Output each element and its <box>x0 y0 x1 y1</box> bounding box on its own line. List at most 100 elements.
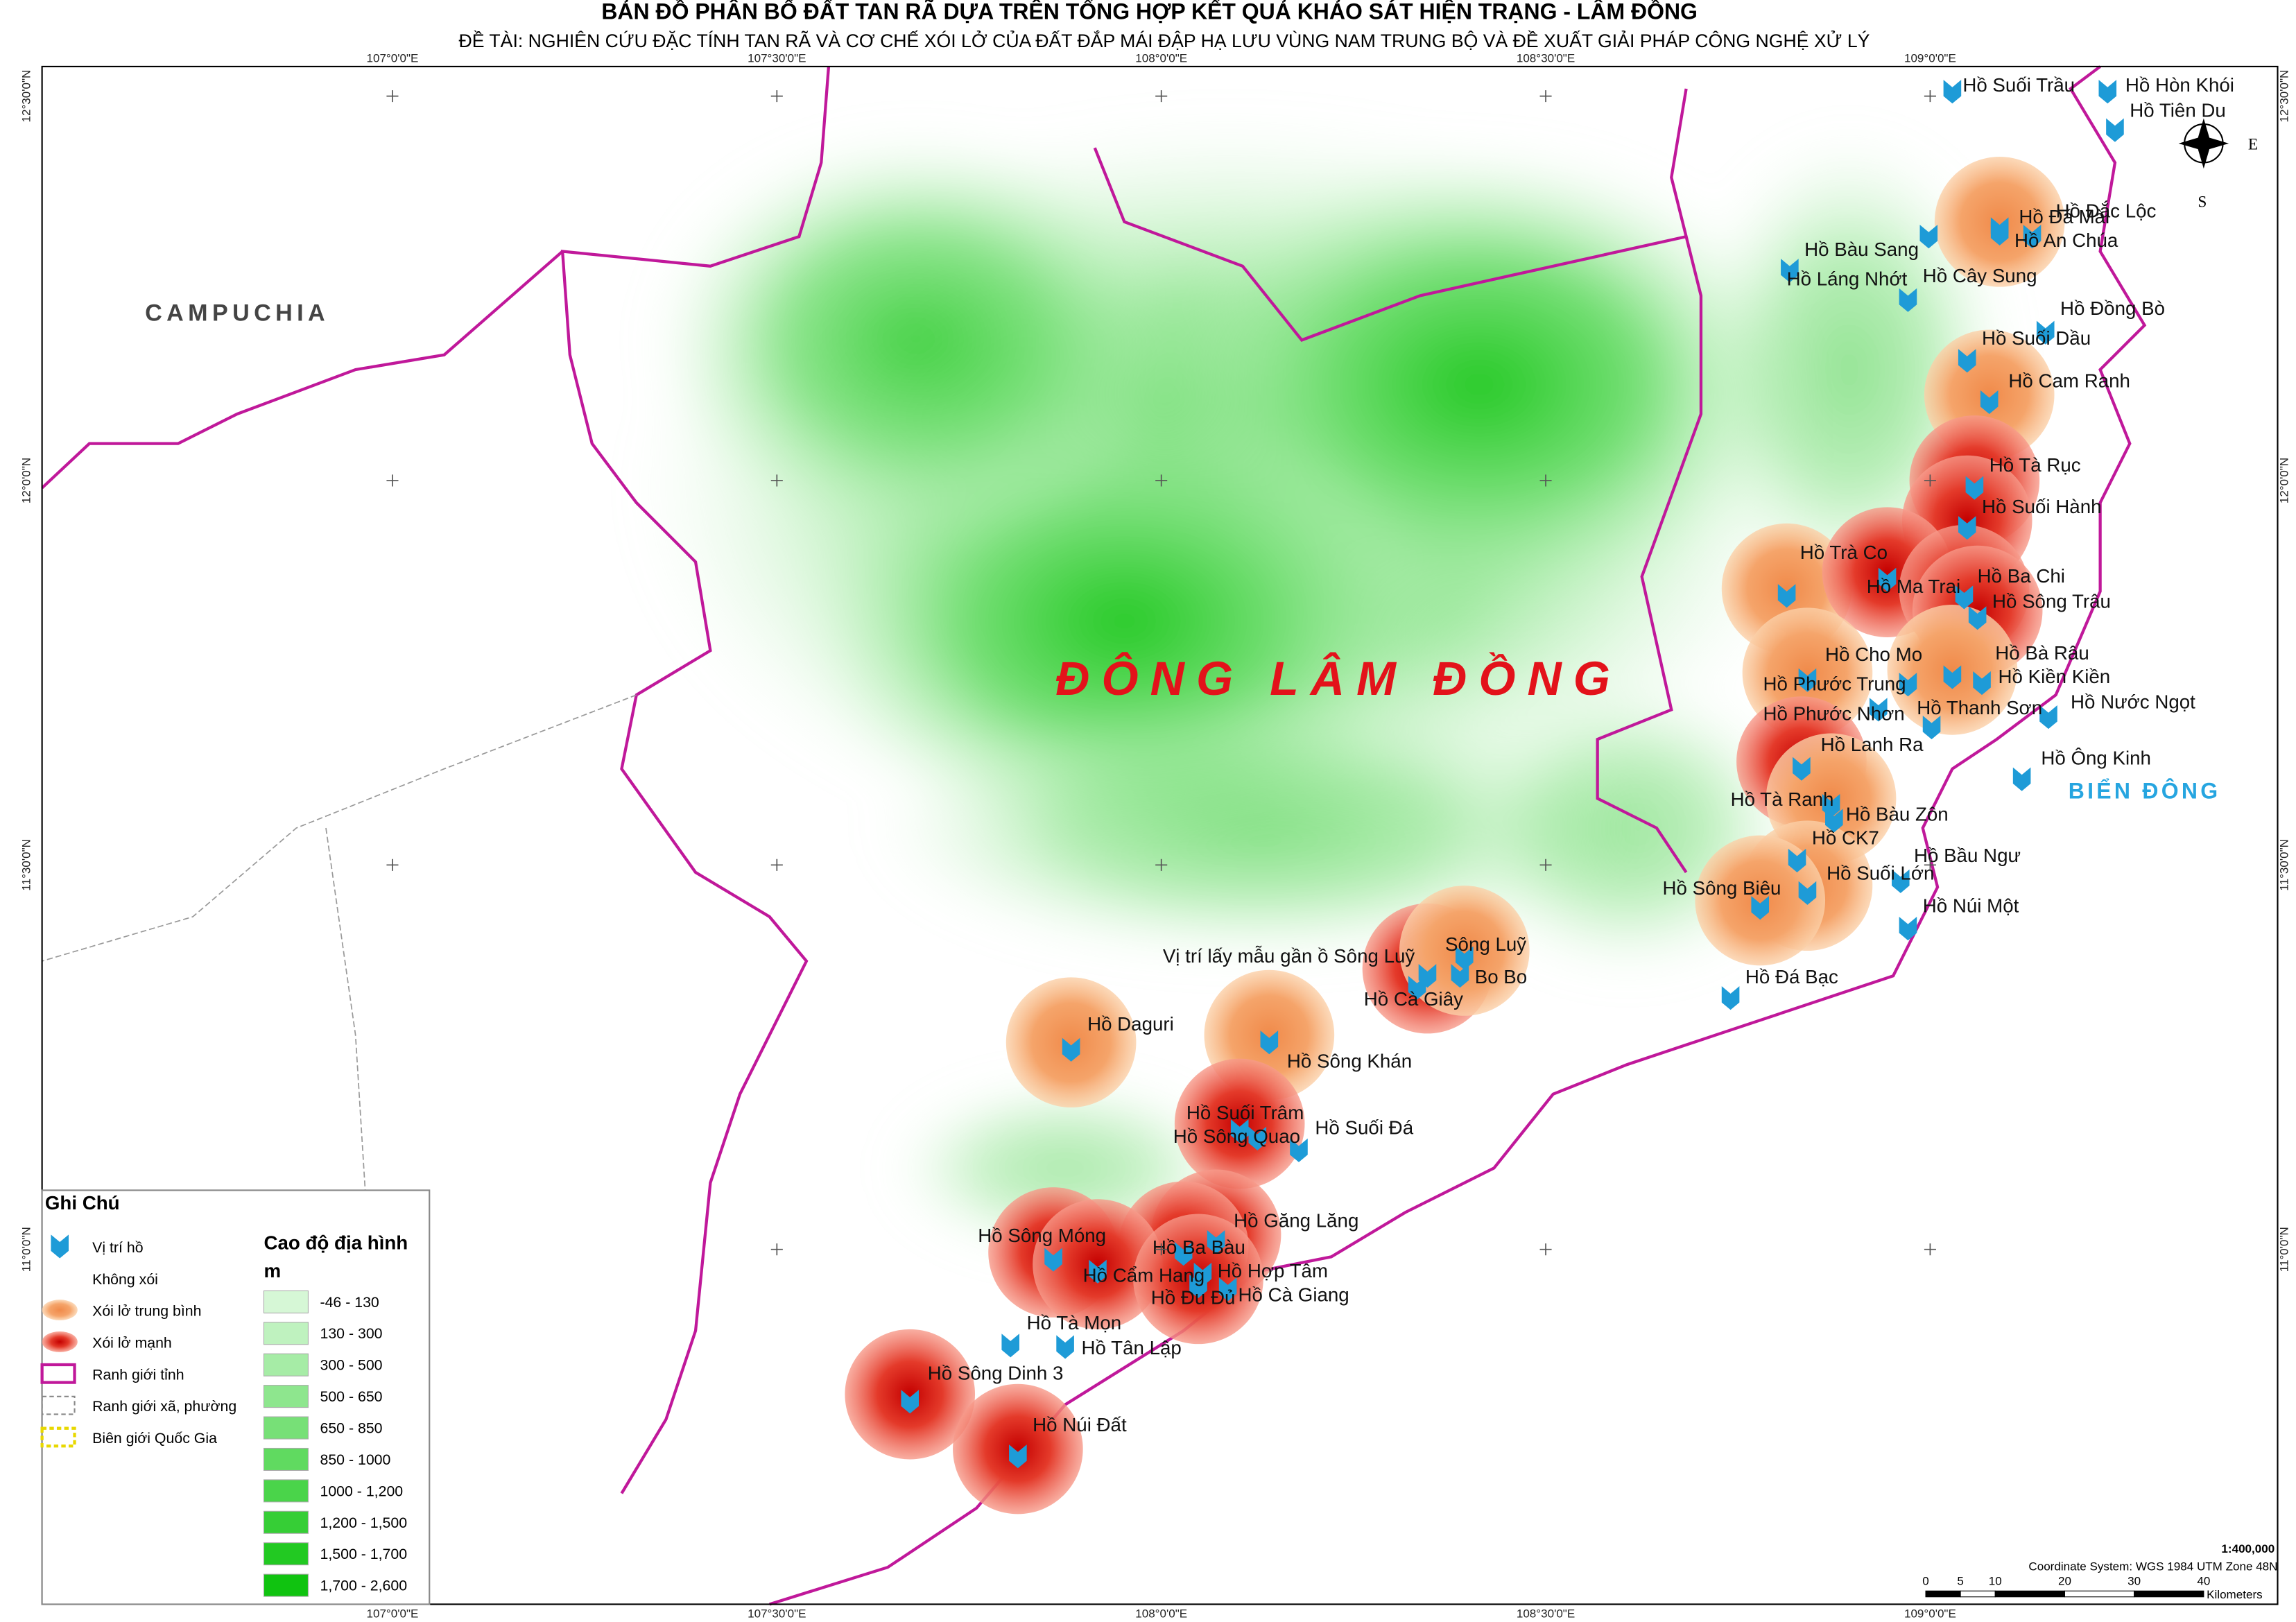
graticule-cross <box>770 859 783 871</box>
lake-icon <box>1968 606 1987 630</box>
lake-label: Hồ Cẩm Hang <box>1083 1265 1205 1286</box>
medium-erosion-zone <box>1934 157 2065 287</box>
graticule-cross <box>1539 474 1552 487</box>
lake-label: Hồ Suối Lớn <box>1827 863 1934 884</box>
lake-label: Hồ Bầu Ngư <box>1914 845 2021 866</box>
lake-label: Hồ Suối Dầu <box>1982 327 2091 349</box>
longitude-label: 108°0'0"E <box>1135 52 1187 65</box>
lake-icon <box>1408 976 1426 1000</box>
legend-box <box>41 1189 431 1605</box>
lake-icon <box>1056 1335 1074 1359</box>
lake-icon <box>2106 118 2124 142</box>
medium-erosion-zone <box>1005 977 1137 1108</box>
scale-unit: Kilometers <box>2207 1588 2263 1601</box>
legend-symbol <box>42 1331 78 1352</box>
lake-icon <box>1990 221 2009 245</box>
elevation-swatch <box>263 1290 309 1313</box>
lake-icon <box>1943 80 1962 104</box>
elevation-label: 850 - 1000 <box>320 1451 390 1468</box>
lake-icon <box>1230 1119 1249 1144</box>
graticule-cross <box>1924 90 1936 103</box>
elevation-swatch <box>263 1573 309 1597</box>
legend: Ghi Chú Cao độ địa hình m Vị trí hồ Không… <box>40 1189 431 1605</box>
graticule-cross <box>1155 859 1168 871</box>
scale-tick-label: 0 <box>1922 1575 1928 1588</box>
scale-segment <box>2064 1590 2135 1598</box>
province-boundary <box>1093 147 1687 342</box>
lake-icon <box>1958 349 1976 373</box>
lake-label: Hồ Ma Trai <box>1867 576 1960 597</box>
latitude-label: 11°30'0"N <box>2277 839 2290 891</box>
lake-label: Hồ Sông Móng <box>978 1225 1106 1246</box>
lake-icon <box>1189 1274 1207 1299</box>
elevation-label: 300 - 500 <box>320 1357 382 1374</box>
region-label: BIỂN ĐÔNG <box>2069 778 2221 803</box>
lake-label: Hồ CK7 <box>1812 827 1879 848</box>
longitude-label: 109°0'0"E <box>1904 1607 1956 1621</box>
lake-label: Hồ Ông Kinh <box>2041 747 2151 768</box>
lake-label: Hồ An Chúa <box>2014 230 2118 251</box>
longitude-label: 107°0'0"E <box>367 52 419 65</box>
latitude-label: 11°0'0"N <box>2277 1227 2290 1272</box>
longitude-label: 109°0'0"E <box>1904 52 1956 65</box>
lake-label: Vị trí lấy mẫu gần ồ Sông Luỹ <box>1163 945 1415 967</box>
lake-label: Hồ Núi Một <box>1923 895 2019 917</box>
lake-icon <box>2023 225 2042 249</box>
lake-label: Hồ Daguri <box>1087 1013 1174 1035</box>
lake-label: Hồ Sông Biêu <box>1662 877 1781 899</box>
lake-icon <box>1870 698 1888 722</box>
elevation-swatch <box>263 1510 309 1534</box>
lake-label: Hồ Láng Nhớt <box>1787 268 1908 290</box>
lake-label: Hồ Tà Rục <box>1989 454 2081 476</box>
lake-icon <box>1798 881 1817 905</box>
elevation-swatch <box>263 1542 309 1566</box>
graticule-cross <box>770 1243 783 1256</box>
lake-label: Hồ Suối Hành <box>1982 496 2101 517</box>
graticule-cross <box>1924 474 1936 487</box>
lake-icon <box>1891 869 1910 893</box>
lake-label: Hồ Đá Bạc <box>1745 966 1838 987</box>
scale-segment <box>1994 1590 2065 1598</box>
lake-icon <box>1980 390 1999 415</box>
lake-label: Sông Luỹ <box>1445 933 1526 955</box>
longitude-label: 108°30'0"E <box>1517 52 1575 65</box>
lake-label: Hồ Đá Mài <box>2019 206 2109 227</box>
latitude-label: 12°0'0"N <box>2277 458 2290 503</box>
lake-label: Hồ Suối Trâm <box>1186 1102 1304 1123</box>
lake-label: Hồ Cho Mo <box>1825 644 1922 665</box>
lake-icons <box>901 80 2124 1469</box>
longitude-label: 107°30'0"E <box>748 52 806 65</box>
lake-label: Hồ Bà Râu <box>1995 642 2089 664</box>
lake-label: Hồ Tà Ranh <box>1731 788 1834 810</box>
lake-label: Hồ Tân Lập <box>1082 1337 1182 1358</box>
lake-label: Hồ Suối Đá <box>1315 1116 1413 1138</box>
latitude-label: 12°30'0"N <box>20 70 33 123</box>
legend-label: Biên giới Quốc Gia <box>92 1430 217 1447</box>
lakes: Hồ Suối Trầu Hồ Hòn Khói Hồ Tiên Du Hồ Đá M… <box>845 74 2234 1515</box>
legend-label: Ranh giới xã, phường <box>92 1398 236 1415</box>
lake-icon <box>1899 673 1917 697</box>
graticule-cross <box>386 859 399 871</box>
lake-icon <box>1899 288 1917 312</box>
medium-erosion-zone <box>1887 605 2018 735</box>
lake-label: Hồ Tiên Du <box>2130 99 2226 121</box>
graticule-cross <box>1539 859 1552 871</box>
strong-erosion-zone <box>953 1383 1083 1515</box>
legend-elevation-title: Cao độ địa hình <box>264 1232 408 1254</box>
graticule-cross <box>1155 1243 1168 1256</box>
lake-label: Hồ Ba Chi <box>1978 565 2065 587</box>
legend-elevation-unit: m <box>264 1260 281 1282</box>
lake-label: Hồ Tà Mọn <box>1027 1312 1122 1334</box>
lake-label: Hồ Núi Đất <box>1033 1414 1127 1435</box>
longitude-label: 107°0'0"E <box>367 1607 419 1621</box>
lake-label: Hồ Suối Trầu <box>1962 74 2075 96</box>
legend-title: Ghi Chú <box>45 1192 120 1214</box>
lake-label: Hồ Cam Ranh <box>2008 370 2130 392</box>
lake-icon <box>1001 1334 1020 1358</box>
lake-icon <box>1922 715 1941 740</box>
lake-icon <box>2036 320 2055 345</box>
graticule-cross <box>1155 90 1168 103</box>
elevation-swatch <box>263 1479 309 1503</box>
lake-icon <box>1973 671 1991 696</box>
